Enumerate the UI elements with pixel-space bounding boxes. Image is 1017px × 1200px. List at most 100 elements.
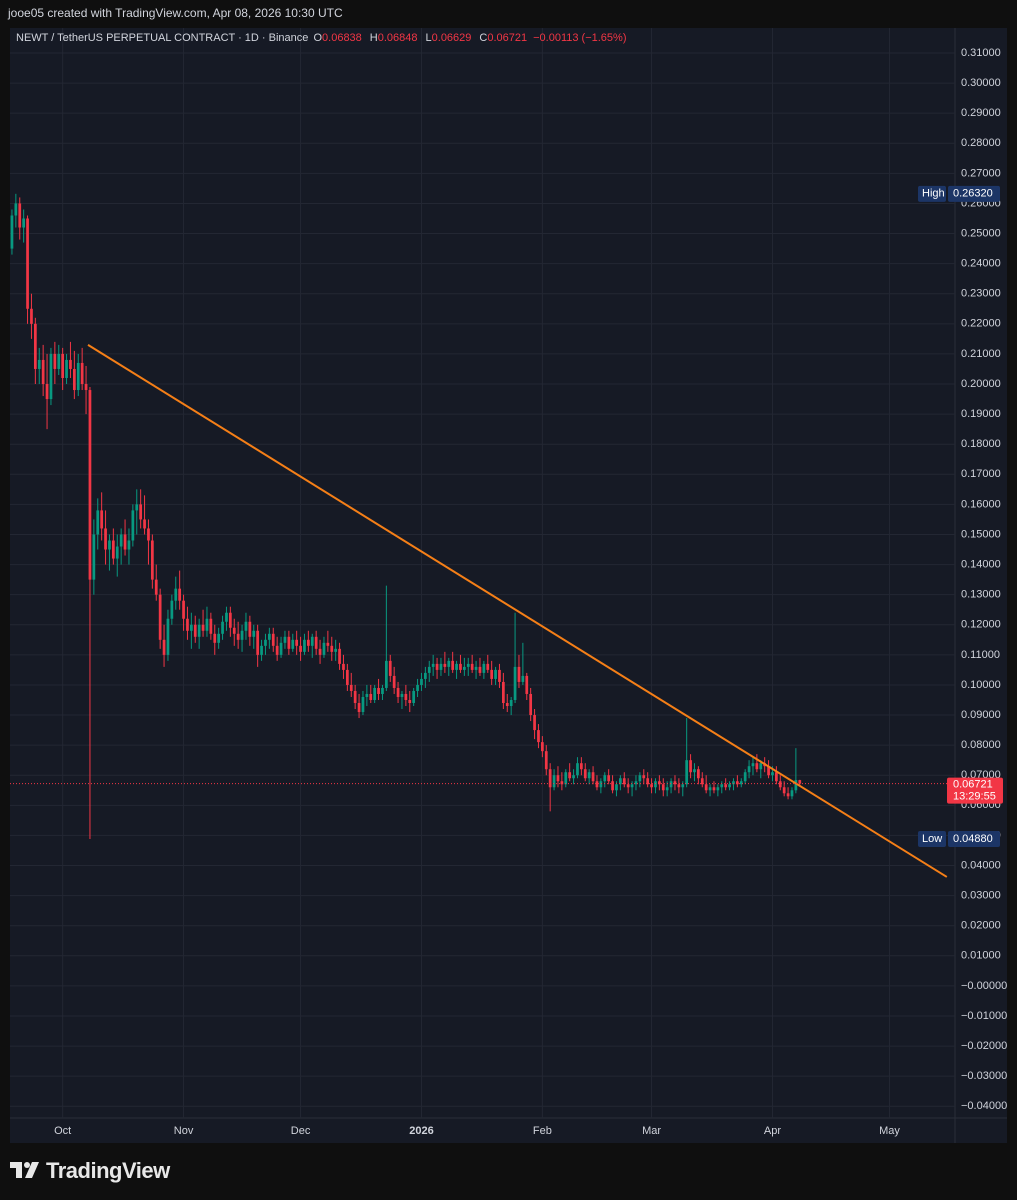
candle-body xyxy=(732,781,735,785)
candle-body xyxy=(166,618,170,655)
high-value-label: 0.26320 xyxy=(953,188,993,200)
candle-body xyxy=(658,781,661,785)
candle-body xyxy=(642,775,646,779)
candle-body xyxy=(37,359,41,369)
y-tick-label: 0.17000 xyxy=(961,468,1001,480)
close-label: C xyxy=(479,32,488,44)
candle-body xyxy=(76,362,80,391)
high-tag-box xyxy=(918,185,946,202)
low-value-box xyxy=(948,831,1000,848)
x-tick-label: Apr xyxy=(764,1125,781,1137)
candle-body xyxy=(739,781,743,785)
y-tick-label: 0.12000 xyxy=(961,619,1001,631)
candle-body xyxy=(486,663,490,670)
candle-body xyxy=(494,669,497,679)
low-tag-box xyxy=(918,831,946,848)
header-text: jooe05 created with TradingView.com, Apr… xyxy=(8,6,343,20)
candle-body xyxy=(505,703,509,707)
y-tick-label: 0.29000 xyxy=(961,107,1001,119)
candle-body xyxy=(650,784,653,788)
candle-body xyxy=(724,784,728,788)
candle-body xyxy=(377,687,380,694)
candle-body xyxy=(240,630,244,640)
candle-body xyxy=(353,690,357,704)
logo-icon xyxy=(10,1162,39,1178)
candle-body xyxy=(396,687,400,697)
x-tick-label: May xyxy=(879,1125,900,1137)
candle-body xyxy=(587,772,591,779)
x-tick-label: 2026 xyxy=(409,1125,433,1137)
candle-body xyxy=(572,775,575,779)
candle-body xyxy=(482,663,486,673)
x-tick-label: Nov xyxy=(174,1125,194,1137)
candle-body xyxy=(131,510,135,541)
y-tick-label: 0.21000 xyxy=(961,348,1001,360)
candle-body xyxy=(143,519,146,529)
candle-body xyxy=(158,594,162,640)
candle-body xyxy=(65,359,68,378)
low-tag-label: Low xyxy=(922,833,942,845)
candle-body xyxy=(673,781,677,785)
candle-body xyxy=(53,353,57,369)
y-tick-label: 0.03000 xyxy=(961,890,1001,902)
candle-body xyxy=(537,730,540,743)
candle-body xyxy=(256,630,260,655)
candle-body xyxy=(478,666,482,673)
candle-body xyxy=(775,772,778,782)
candle-body xyxy=(279,642,283,655)
candle-body xyxy=(349,684,353,691)
candle-body xyxy=(599,781,603,788)
candle-body xyxy=(275,645,279,655)
candle-body xyxy=(462,666,466,670)
candle-body xyxy=(708,787,712,791)
candle-body xyxy=(626,784,630,788)
candle-body xyxy=(248,621,252,637)
low-label: L xyxy=(425,32,432,44)
candle-body xyxy=(689,760,692,773)
candle-body xyxy=(174,588,178,601)
candle-body xyxy=(420,678,423,685)
candle-body xyxy=(271,633,275,646)
candle-body xyxy=(267,633,271,640)
candle-body xyxy=(712,787,716,791)
y-tick-label: 0.28000 xyxy=(961,137,1001,149)
y-tick-label: 0.20000 xyxy=(961,378,1001,390)
candle-body xyxy=(111,540,115,559)
open-value: 0.06838 xyxy=(322,32,362,44)
candle-body xyxy=(88,390,92,580)
candle-body xyxy=(759,763,763,770)
candle-body xyxy=(470,663,474,670)
x-tick-label: Oct xyxy=(54,1125,71,1137)
candle-body xyxy=(310,636,314,646)
candle-body xyxy=(100,510,104,529)
candle-body xyxy=(661,784,665,791)
candle-body xyxy=(412,690,416,704)
candle-body xyxy=(236,633,240,640)
symbol-title: NEWT / TetherUS PERPETUAL CONTRACT · 1D … xyxy=(16,32,309,44)
candle-body xyxy=(345,669,349,685)
candle-body xyxy=(260,645,263,655)
candle-body xyxy=(646,778,650,785)
candle-body xyxy=(431,663,435,667)
candle-body xyxy=(451,660,455,670)
plot xyxy=(10,193,955,878)
y-tick-label: 0.24000 xyxy=(961,258,1001,270)
candle-body xyxy=(638,775,642,782)
candle-body xyxy=(525,675,529,694)
y-tick-label: 0.14000 xyxy=(961,558,1001,570)
y-tick-label: −0.00000 xyxy=(961,980,1007,992)
candle-body xyxy=(580,763,583,770)
candle-body xyxy=(716,787,720,791)
candle-body xyxy=(400,693,404,697)
candle-body xyxy=(416,684,419,691)
candle-body xyxy=(96,510,100,535)
candle-body xyxy=(369,693,373,700)
candle-body xyxy=(193,624,197,637)
candle-body xyxy=(295,639,299,646)
candle-body xyxy=(447,660,451,667)
candle-body xyxy=(630,784,634,788)
y-tick-label: 0.18000 xyxy=(961,438,1001,450)
y-tick-label: 0.08000 xyxy=(961,739,1001,751)
candle-body xyxy=(22,218,26,228)
